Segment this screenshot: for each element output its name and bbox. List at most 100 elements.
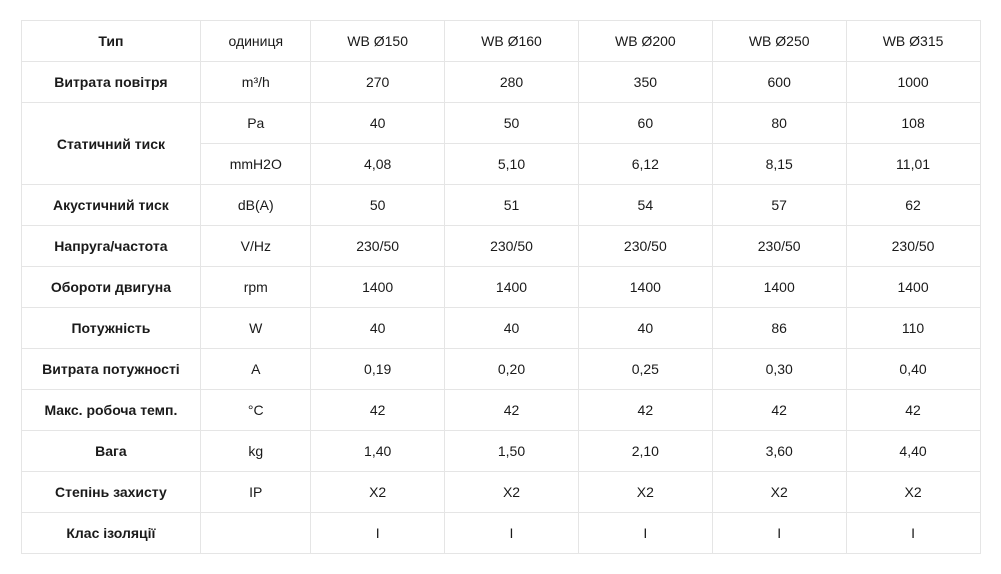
unit-cell: W — [201, 308, 311, 349]
data-cell: 0,19 — [311, 349, 445, 390]
data-cell: 8,15 — [712, 144, 846, 185]
data-cell: 1400 — [311, 267, 445, 308]
data-cell: 1,50 — [445, 431, 579, 472]
data-cell: 40 — [445, 308, 579, 349]
unit-cell: A — [201, 349, 311, 390]
data-cell: 50 — [445, 103, 579, 144]
data-cell: I — [311, 513, 445, 554]
data-cell: 0,25 — [578, 349, 712, 390]
data-cell: I — [846, 513, 980, 554]
data-cell: I — [712, 513, 846, 554]
row-label: Витрата потужності — [21, 349, 201, 390]
data-cell: X2 — [712, 472, 846, 513]
data-cell: 230/50 — [846, 226, 980, 267]
data-cell: 54 — [578, 185, 712, 226]
table-row: Акустичний тискdB(A)5051545762 — [21, 185, 980, 226]
data-cell: X2 — [445, 472, 579, 513]
data-cell: 0,20 — [445, 349, 579, 390]
data-cell: I — [445, 513, 579, 554]
data-cell: 50 — [311, 185, 445, 226]
row-label: Напруга/частота — [21, 226, 201, 267]
data-cell: 0,40 — [846, 349, 980, 390]
data-cell: 4,40 — [846, 431, 980, 472]
table-row: Вагаkg1,401,502,103,604,40 — [21, 431, 980, 472]
data-cell: 1400 — [846, 267, 980, 308]
data-cell: 3,60 — [712, 431, 846, 472]
table-row: Напруга/частотаV/Hz230/50230/50230/50230… — [21, 226, 980, 267]
data-cell: 1000 — [846, 62, 980, 103]
data-cell: 42 — [578, 390, 712, 431]
data-cell: 60 — [578, 103, 712, 144]
table-row: Степінь захистуIPX2X2X2X2X2 — [21, 472, 980, 513]
data-cell: X2 — [578, 472, 712, 513]
header-model: WB Ø250 — [712, 21, 846, 62]
data-cell: 1400 — [578, 267, 712, 308]
data-cell: 42 — [445, 390, 579, 431]
header-model: WB Ø150 — [311, 21, 445, 62]
unit-cell — [201, 513, 311, 554]
unit-cell: kg — [201, 431, 311, 472]
data-cell: 108 — [846, 103, 980, 144]
data-cell: 270 — [311, 62, 445, 103]
data-cell: X2 — [846, 472, 980, 513]
data-cell: 230/50 — [445, 226, 579, 267]
data-cell: 1400 — [445, 267, 579, 308]
data-cell: 2,10 — [578, 431, 712, 472]
table-body: Витрата повітряm³/h2702803506001000Стати… — [21, 62, 980, 554]
data-cell: 80 — [712, 103, 846, 144]
data-cell: 86 — [712, 308, 846, 349]
data-cell: I — [578, 513, 712, 554]
data-cell: 1,40 — [311, 431, 445, 472]
data-cell: 0,30 — [712, 349, 846, 390]
unit-cell: rpm — [201, 267, 311, 308]
data-cell: 57 — [712, 185, 846, 226]
row-label: Макс. робоча темп. — [21, 390, 201, 431]
data-cell: 62 — [846, 185, 980, 226]
header-type: Тип — [21, 21, 201, 62]
row-label: Акустичний тиск — [21, 185, 201, 226]
table-row: Клас ізоляціїIIIII — [21, 513, 980, 554]
data-cell: 51 — [445, 185, 579, 226]
row-label: Клас ізоляції — [21, 513, 201, 554]
header-unit: одиниця — [201, 21, 311, 62]
data-cell: 350 — [578, 62, 712, 103]
spec-table: Тип одиниця WB Ø150 WB Ø160 WB Ø200 WB Ø… — [21, 20, 981, 554]
table-row: Витрата потужностіA0,190,200,250,300,40 — [21, 349, 980, 390]
unit-cell: IP — [201, 472, 311, 513]
data-cell: 230/50 — [712, 226, 846, 267]
data-cell: 600 — [712, 62, 846, 103]
data-cell: X2 — [311, 472, 445, 513]
unit-cell: V/Hz — [201, 226, 311, 267]
table-row: Макс. робоча темп.°C4242424242 — [21, 390, 980, 431]
unit-cell: °C — [201, 390, 311, 431]
table-row: ПотужністьW40404086110 — [21, 308, 980, 349]
data-cell: 110 — [846, 308, 980, 349]
unit-cell: m³/h — [201, 62, 311, 103]
data-cell: 11,01 — [846, 144, 980, 185]
data-cell: 280 — [445, 62, 579, 103]
row-label: Статичний тиск — [21, 103, 201, 185]
data-cell: 1400 — [712, 267, 846, 308]
data-cell: 4,08 — [311, 144, 445, 185]
data-cell: 230/50 — [578, 226, 712, 267]
row-label: Обороти двигуна — [21, 267, 201, 308]
data-cell: 42 — [311, 390, 445, 431]
table-row: Витрата повітряm³/h2702803506001000 — [21, 62, 980, 103]
data-cell: 42 — [846, 390, 980, 431]
header-model: WB Ø160 — [445, 21, 579, 62]
data-cell: 42 — [712, 390, 846, 431]
header-row: Тип одиниця WB Ø150 WB Ø160 WB Ø200 WB Ø… — [21, 21, 980, 62]
header-model: WB Ø200 — [578, 21, 712, 62]
table-row: Обороти двигунаrpm14001400140014001400 — [21, 267, 980, 308]
data-cell: 40 — [311, 308, 445, 349]
data-cell: 5,10 — [445, 144, 579, 185]
row-label: Степінь захисту — [21, 472, 201, 513]
header-model: WB Ø315 — [846, 21, 980, 62]
data-cell: 230/50 — [311, 226, 445, 267]
table-row: Статичний тискPa40506080108 — [21, 103, 980, 144]
unit-cell: dB(A) — [201, 185, 311, 226]
data-cell: 40 — [578, 308, 712, 349]
data-cell: 6,12 — [578, 144, 712, 185]
row-label: Витрата повітря — [21, 62, 201, 103]
row-label: Потужність — [21, 308, 201, 349]
